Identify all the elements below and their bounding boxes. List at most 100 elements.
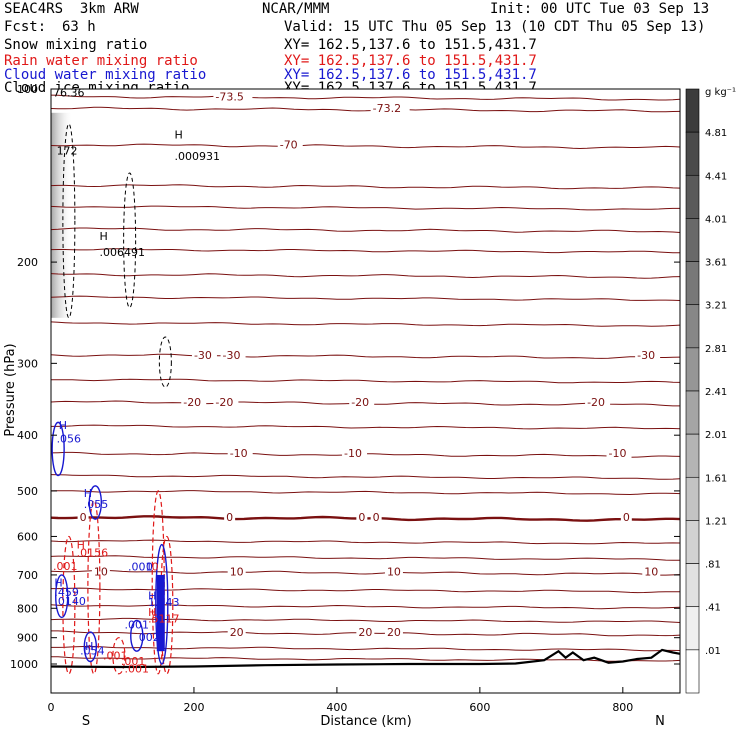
model-title: SEAC4RS 3km ARW: [4, 1, 139, 17]
field-annotation: H: [59, 419, 67, 432]
contour-label-bg: [606, 447, 632, 460]
contour-label-bg: [213, 395, 239, 408]
field-annotation: H: [175, 129, 183, 142]
y-tick-label: 700: [17, 569, 38, 582]
cloud-water-contour: [155, 543, 169, 665]
colorbar-segment: [685, 304, 700, 349]
colorbar-segment: [685, 131, 700, 176]
field-annotation: .001: [103, 649, 128, 662]
field-annotation: .055: [84, 498, 109, 511]
colorbar-segment: [685, 649, 700, 694]
temperature-contour-label: -30: [223, 349, 241, 362]
temperature-contour: [50, 378, 681, 384]
snow-contour: [62, 123, 76, 319]
contour-label-bg: [181, 395, 207, 408]
field-annotation: .459: [54, 586, 79, 599]
cloud-water-contour: [130, 619, 144, 652]
cloud-water-contour: [88, 485, 103, 520]
colorbar-segment: [685, 520, 700, 564]
colorbar-label: 2.81: [705, 344, 727, 355]
field-annotation: .000931: [175, 150, 221, 163]
contour-label-bg: [585, 395, 611, 408]
temperature-contour-label: -10: [609, 447, 627, 460]
snow-contour: [158, 336, 172, 388]
snow-contour: [123, 172, 137, 309]
colorbar-segment: [685, 218, 700, 262]
temperature-contour: [50, 205, 680, 211]
x-tick-label: 800: [612, 701, 633, 714]
colorbar-segment: [685, 88, 700, 133]
temperature-contour: [51, 424, 681, 430]
colorbar-unit: g kg⁻¹: [705, 87, 736, 98]
y-axis-label: Pressure (hPa): [3, 343, 18, 436]
field-annotation: .0156: [77, 546, 109, 559]
contour-label-bg: [370, 102, 410, 115]
contour-label-bg: [227, 565, 246, 578]
field-rain-xy: XY= 162.5,137.6 to 151.5,431.7: [284, 53, 537, 69]
temperature-contour: [50, 539, 681, 545]
valid-time: Valid: 15 UTC Thu 05 Sep 13 (10 CDT Thu …: [284, 19, 706, 35]
y-tick-label: 100: [17, 83, 38, 96]
colorbar-segment: [685, 476, 700, 521]
x-end-label-south: S: [82, 714, 90, 729]
colorbar-segment: [685, 347, 700, 392]
temperature-contour-label: 0: [358, 511, 365, 524]
init-time: Init: 00 UTC Tue 03 Sep 13: [490, 1, 710, 17]
contour-label-bg: [220, 348, 246, 361]
snow-shading: [51, 112, 73, 318]
temperature-contour: [50, 143, 681, 150]
contour-label-bg: [91, 565, 110, 578]
y-tick-label: 1000: [10, 658, 38, 671]
cloud-water-contour: [55, 574, 69, 619]
cloud-water-contour: [51, 421, 65, 477]
temperature-contour-label: -20: [351, 396, 369, 409]
contour-label-bg: [191, 348, 217, 361]
contour-label-bg: [349, 395, 375, 408]
colorbar-label: 3.61: [705, 258, 727, 269]
field-snow-name: Snow mixing ratio: [4, 37, 148, 53]
field-annotation: .001: [53, 560, 78, 573]
colorbar-label: 4.01: [705, 214, 727, 225]
x-end-label-north: N: [655, 714, 665, 729]
temperature-contour: [50, 474, 681, 480]
field-annotation: .5117: [148, 613, 180, 626]
colorbar-label: 1.21: [705, 516, 727, 527]
temperature-contour: [50, 490, 681, 496]
rain-water-contour: [112, 637, 126, 675]
forecast-hour: 63 h: [62, 19, 96, 35]
y-tick-label: 400: [17, 429, 38, 442]
field-annotation: 1.143: [148, 596, 180, 609]
temperature-contour-label: 20: [358, 626, 372, 639]
x-tick-label: 0: [48, 701, 55, 714]
field-annotation: .056: [57, 433, 82, 446]
colorbar-label: 2.41: [705, 387, 727, 398]
contour-label-bg: [620, 510, 632, 523]
field-annotation: H: [54, 576, 62, 589]
contour-label-bg: [384, 626, 403, 639]
contour-label-bg: [342, 447, 368, 460]
cloud-water-core: [156, 574, 165, 652]
contour-label-bg: [224, 510, 236, 523]
contour-label-bg: [356, 510, 368, 523]
colorbar-label: 1.61: [705, 473, 727, 484]
colorbar-segment: [685, 261, 700, 306]
colorbar-label: 3.21: [705, 301, 727, 312]
plot-frame: [50, 88, 681, 694]
x-tick-label: 200: [183, 701, 204, 714]
field-annotation: .001: [124, 663, 148, 676]
contour-label-bg: [227, 626, 246, 639]
temperature-contour-label: 20: [230, 626, 244, 639]
plot-area: [51, 89, 680, 693]
temperature-contour-label: -20: [587, 396, 605, 409]
y-tick-label: 200: [17, 256, 38, 269]
field-annotation: .001: [128, 560, 153, 573]
temperature-contour-label: 0: [80, 511, 87, 524]
temperature-contour-label: 10: [94, 565, 108, 578]
forecast-label: Fcst:: [4, 19, 47, 35]
temperature-contour: [50, 273, 681, 279]
temperature-contour-label: 0: [373, 511, 380, 524]
temperature-contour-label: -30: [637, 349, 655, 362]
temperature-contour-label: -10: [344, 447, 362, 460]
contour-label-bg: [277, 138, 303, 151]
contour-label-bg: [370, 510, 382, 523]
